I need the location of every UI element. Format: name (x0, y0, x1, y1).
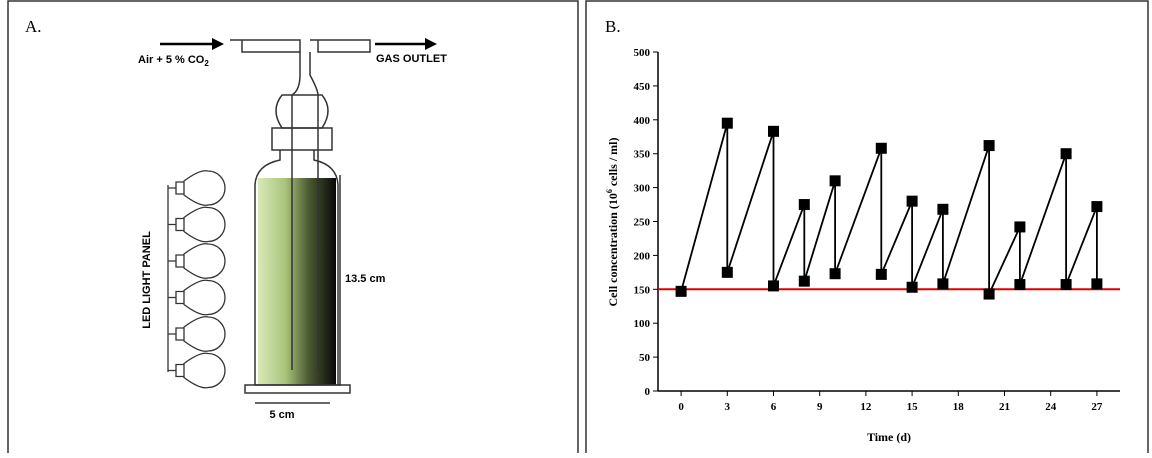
series-line (680, 122, 1098, 295)
y-tick-label: 100 (634, 318, 651, 330)
bulb (168, 170, 226, 206)
marker (768, 125, 779, 137)
y-tick-label: 400 (634, 115, 651, 127)
marker (906, 195, 918, 207)
inlet-sub: 2 (204, 59, 209, 68)
width-label: 5 cm (269, 409, 294, 421)
bulb (168, 206, 226, 243)
y-label-text: Cell concentration (10 (606, 193, 620, 306)
bulb (168, 243, 226, 279)
y-tick-label: 500 (634, 47, 651, 59)
y-tick-label: 0 (645, 386, 651, 398)
marker (768, 280, 779, 292)
marker (983, 288, 995, 300)
bulb (168, 279, 226, 316)
y-tick-label: 200 (634, 250, 651, 262)
marker (1091, 278, 1103, 290)
marker (937, 203, 949, 215)
y-tick-label: 150 (634, 284, 651, 296)
marker (798, 199, 810, 211)
x-tick-label: 0 (678, 401, 684, 413)
panel-b-frame (585, 0, 1149, 458)
panel-label: B. (605, 17, 621, 36)
marker (1060, 148, 1072, 160)
x-tick-label: 3 (725, 401, 731, 413)
y-tick-label: 450 (634, 81, 651, 93)
marker (875, 142, 887, 154)
y-label-text: cells / ml) (606, 138, 620, 190)
marker (906, 281, 918, 293)
x-tick-label: 12 (860, 401, 872, 413)
led-label: LED LIGHT PANEL (141, 231, 153, 329)
x-tick-label: 18 (953, 401, 965, 413)
marker (1060, 279, 1072, 291)
marker (937, 278, 949, 290)
bulb (168, 316, 226, 352)
marker (875, 268, 887, 280)
y-tick-label: 250 (634, 217, 651, 229)
bottle (230, 39, 371, 404)
x-axis-label: Time (d) (867, 430, 911, 444)
y-tick-label: 300 (634, 183, 651, 195)
height-label: 13.5 cm (345, 273, 386, 285)
marker (721, 117, 733, 129)
marker (829, 175, 841, 187)
marker (1014, 221, 1026, 233)
x-tick-label: 6 (771, 401, 777, 413)
marker (675, 285, 687, 297)
bulb (168, 352, 226, 389)
panel-label: A. (25, 17, 42, 36)
panel-a-frame (7, 0, 579, 458)
marker (983, 140, 995, 152)
inlet-arrow (160, 38, 437, 50)
outlet-label: GAS OUTLET (376, 53, 447, 65)
marker (1091, 201, 1103, 213)
y-label-sup: 6 (605, 189, 614, 193)
y-axis-label: Cell concentration (106 cells / ml) (605, 138, 620, 307)
marker (1014, 279, 1026, 291)
marker (829, 268, 841, 280)
marker (721, 266, 733, 278)
inlet-text: Air + 5 % CO (138, 54, 205, 66)
x-tick-label: 27 (1091, 401, 1103, 413)
y-tick-label: 50 (639, 352, 651, 364)
x-tick-label: 15 (907, 401, 919, 413)
x-tick-label: 24 (1045, 401, 1057, 413)
x-tick-label: 21 (999, 401, 1010, 413)
x-tick-label: 9 (817, 401, 823, 413)
y-tick-label: 350 (634, 149, 651, 161)
led-panel (167, 170, 226, 389)
marker (798, 275, 810, 287)
inlet-label: Air + 5 % CO2 (138, 54, 209, 68)
